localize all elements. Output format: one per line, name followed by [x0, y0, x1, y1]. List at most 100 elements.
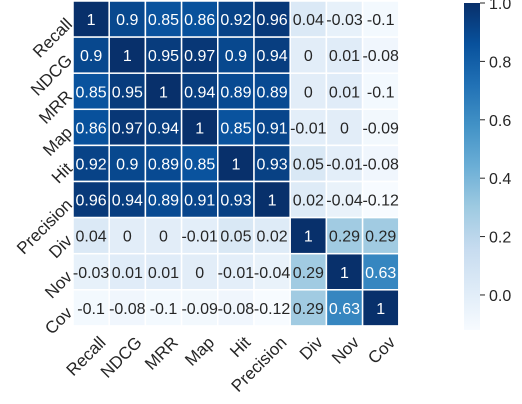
colorbar-tick-label: 0.4	[489, 171, 511, 188]
cell-value-label: 0.89	[148, 156, 179, 173]
heatmap-cell	[180, 72, 219, 111]
y-tick-label: Cov	[41, 303, 76, 338]
cell-value-label: -0.12	[254, 301, 291, 318]
heatmap-cell	[217, 252, 255, 291]
heatmap-cell	[144, 36, 183, 74]
cell-value-label: -0.12	[362, 193, 399, 210]
cell-value-label: 0.97	[112, 120, 143, 137]
cell-value-label: 0.89	[220, 84, 251, 101]
cell-value-label: 0.92	[76, 156, 107, 173]
cell-value-label: 0.29	[293, 265, 324, 282]
heatmap-cell	[72, 216, 110, 255]
cell-value-label: -0.1	[367, 12, 395, 29]
cell-value-label: 0.85	[220, 120, 251, 137]
cell-value-label: 0.91	[257, 120, 288, 137]
cell-value-label: 1	[87, 12, 96, 29]
colorbar-tick-label: 0.2	[489, 230, 511, 247]
x-tick-label: Nov	[328, 333, 363, 368]
y-tick-label: Div	[45, 231, 76, 262]
cell-value-label: 0.01	[148, 265, 179, 282]
heatmap-cell	[253, 180, 291, 219]
cell-value-label: 1	[376, 301, 385, 318]
cell-value-label: 0	[159, 229, 168, 246]
cell-value-label: 0.95	[112, 84, 143, 101]
cell-value-label: 0.96	[76, 193, 107, 210]
cell-value-label: 1	[231, 156, 240, 173]
cell-value-label: -0.1	[150, 301, 178, 318]
heatmap-cell	[217, 180, 255, 219]
heatmap-cell	[361, 72, 400, 111]
cell-value-label: -0.1	[77, 301, 105, 318]
cell-value-label: 0	[195, 265, 204, 282]
cell-value-label: 1	[159, 84, 168, 101]
cell-value-label: 0.94	[257, 48, 288, 65]
heatmap-cell	[361, 252, 400, 291]
cell-value-label: 0.94	[148, 120, 179, 137]
cell-value-label: 0.04	[76, 229, 107, 246]
cell-value-label: 0.01	[329, 48, 360, 65]
heatmap-cell	[144, 289, 183, 327]
heatmap-cell	[144, 180, 183, 219]
colorbar-tick-label: 0.6	[489, 113, 511, 130]
heatmap-cell	[180, 108, 219, 147]
cell-value-label: 0.9	[116, 12, 138, 29]
x-tick-label: Map	[181, 333, 218, 370]
cell-value-label: 0.94	[112, 193, 143, 210]
cell-value-label: 0.29	[365, 229, 396, 246]
cell-value-label: -0.09	[181, 301, 218, 318]
heatmap-cell	[72, 180, 110, 219]
cell-value-label: 0.94	[184, 84, 215, 101]
cell-value-label: -0.03	[73, 265, 110, 282]
heatmap-cell	[253, 252, 291, 291]
heatmap-cell	[217, 72, 255, 111]
cell-value-label: 0.29	[329, 229, 360, 246]
cell-value-label: 0.63	[365, 265, 396, 282]
x-tick-label: Div	[296, 333, 327, 364]
heatmap-cell	[289, 36, 328, 74]
cell-value-label: 1	[268, 193, 277, 210]
y-tick-label: Map	[39, 123, 76, 160]
cell-value-label: -0.03	[326, 12, 363, 29]
cell-value-label: 1	[304, 229, 313, 246]
cell-value-label: 0.9	[116, 156, 138, 173]
cell-value-label: 0.86	[76, 120, 107, 137]
cell-value-label: 0.85	[148, 12, 179, 29]
y-tick-label: Recall	[29, 15, 76, 62]
y-tick-label: Hit	[48, 159, 76, 187]
cell-value-label: 0.9	[225, 48, 247, 65]
cell-value-label: -0.08	[362, 156, 399, 173]
colorbar: 0.0 0.2 0.4 0.6 0.8 1.0	[464, 0, 511, 330]
cell-value-label: 0.86	[184, 12, 215, 29]
heatmap-cell-labels: 1 0.9 0.85 0.86 0.92 0.96 0.04 -0.03 -0.10.9 1 0.9…	[73, 12, 399, 318]
heatmap-cell	[144, 72, 183, 111]
cell-value-label: -0.08	[218, 301, 255, 318]
cell-value-label: 0.89	[148, 193, 179, 210]
heatmap-cell	[289, 216, 328, 255]
heatmap-cell	[180, 252, 219, 291]
cell-value-label: -0.01	[290, 120, 327, 137]
heatmap-cell	[217, 36, 255, 74]
heatmap-cell	[108, 72, 147, 111]
heatmap-cell	[108, 216, 147, 255]
cell-value-label: -0.01	[181, 229, 218, 246]
cell-value-label: -0.04	[254, 265, 291, 282]
cell-value-label: -0.01	[218, 265, 255, 282]
cell-value-label: -0.09	[362, 120, 399, 137]
heatmap-cell	[325, 180, 364, 219]
cell-value-label: 0.04	[293, 12, 324, 29]
heatmap-cell	[72, 144, 110, 183]
cell-value-label: 0.93	[220, 193, 251, 210]
heatmap-cell	[144, 252, 183, 291]
cell-value-label: 0.96	[257, 12, 288, 29]
cell-value-label: 0.91	[184, 193, 215, 210]
cell-value-label: 0	[340, 120, 349, 137]
cell-value-label: 0.9	[80, 48, 102, 65]
heatmap-cell	[72, 36, 110, 74]
cell-value-label: 0.01	[112, 265, 143, 282]
x-tick-label: MRR	[141, 333, 182, 374]
cell-value-label: -0.1	[367, 84, 395, 101]
cell-value-label: 0.85	[184, 156, 215, 173]
heatmap-cell	[289, 289, 328, 327]
